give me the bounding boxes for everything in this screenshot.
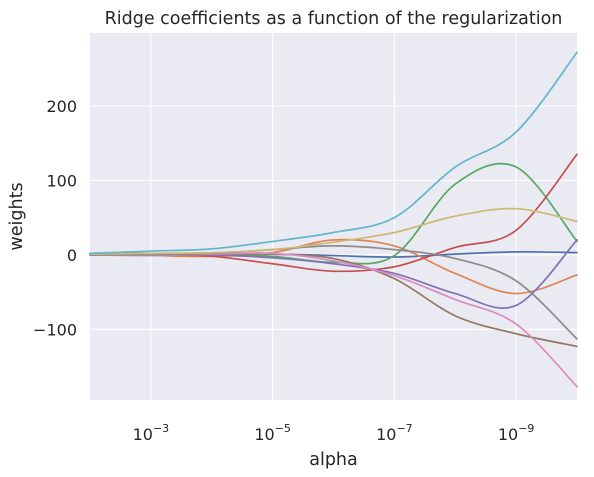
x-tick-label-1: 10−5	[254, 422, 291, 444]
series-lines	[89, 51, 578, 388]
series-line-8	[89, 207, 578, 255]
series-line-7	[89, 245, 578, 340]
y-tick-label-3: −100	[33, 320, 77, 339]
y-tick-label-2: 0	[67, 246, 77, 265]
x-tick-label-3: 10−9	[498, 422, 535, 444]
x-axis-label: alpha	[309, 450, 358, 470]
x-tick-label-0: 10−3	[133, 422, 170, 444]
series-line-9	[89, 51, 578, 255]
y-tick-label-0: 200	[46, 97, 77, 116]
x-tick-labels: 10−3 10−5 10−7 10−9	[133, 422, 535, 444]
y-tick-label-1: 100	[46, 171, 77, 190]
plot-area	[90, 33, 577, 400]
y-tick-labels: 200 100 0 −100	[33, 97, 77, 339]
y-axis-label: weights	[7, 182, 27, 250]
x-tick-label-2: 10−7	[376, 422, 413, 444]
chart-title: Ridge coefficients as a function of the …	[105, 9, 563, 29]
